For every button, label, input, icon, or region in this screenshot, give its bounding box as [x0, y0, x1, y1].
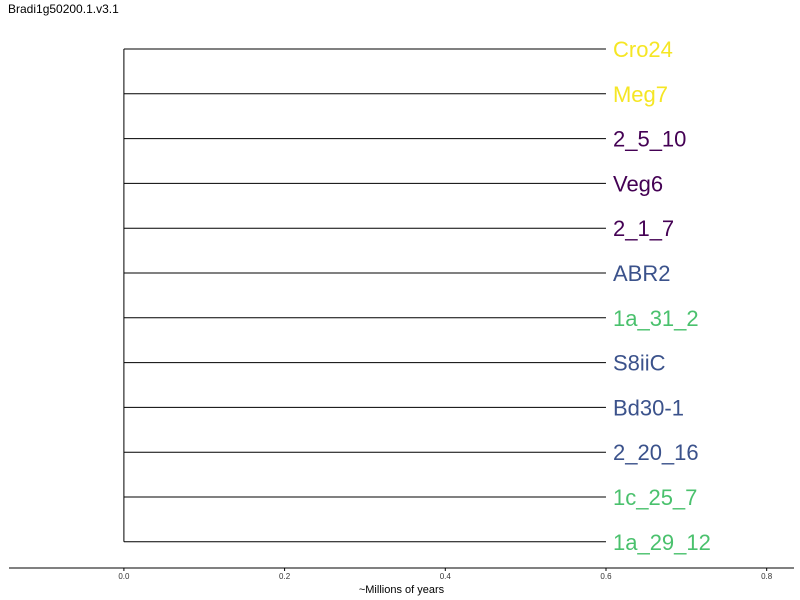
leaf-label-2_5_10: 2_5_10: [613, 127, 686, 152]
leaf-label-S8iiC: S8iiC: [613, 351, 666, 376]
x-tick-label: 0.8: [761, 572, 773, 581]
x-axis-title: ~Millions of years: [359, 584, 445, 596]
x-axis: 0.0 0.2 0.4 0.6 0.8 ~Millions of years: [9, 567, 794, 596]
leaf-label-ABR2: ABR2: [613, 261, 670, 286]
x-tick-label: 0.6: [600, 572, 612, 581]
x-tick-label: 0.4: [440, 572, 452, 581]
leaf-label-Bd30-1: Bd30-1: [613, 395, 684, 420]
leaf-label-2_20_16: 2_20_16: [613, 440, 699, 465]
leaf-label-Veg6: Veg6: [613, 171, 663, 196]
leaf-label-2_1_7: 2_1_7: [613, 216, 674, 241]
x-tick-label: 0.0: [118, 572, 130, 581]
leaf-label-1a_31_2: 1a_31_2: [613, 306, 699, 331]
x-tick-label: 0.2: [279, 572, 291, 581]
page-title: Bradi1g50200.1.v3.1: [8, 2, 119, 16]
x-axis-ticks: 0.0 0.2 0.4 0.6 0.8: [118, 568, 773, 581]
tree-branches: [123, 48, 606, 543]
leaf-label-Meg7: Meg7: [613, 82, 668, 107]
leaf-label-1a_29_12: 1a_29_12: [613, 530, 711, 555]
leaf-label-Cro24: Cro24: [613, 37, 673, 62]
leaf-label-1c_25_7: 1c_25_7: [613, 485, 697, 510]
leaf-labels: Cro24 Meg7 2_5_10 Veg6 2_1_7 ABR2 1a_31_2 S8iiC…: [613, 37, 711, 555]
